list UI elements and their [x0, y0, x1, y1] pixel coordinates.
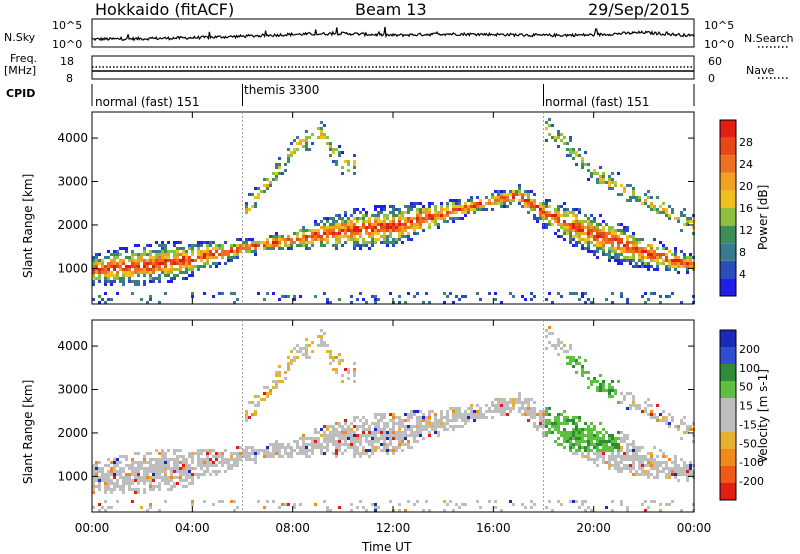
velocity-cbar-tick-label: 200: [739, 343, 760, 356]
power-cbar-swatch: [720, 260, 736, 279]
velocity-ytick-label: 4000: [57, 339, 88, 353]
noise-right-tick-top: 10^5: [704, 19, 735, 32]
xtick-label: 16:00: [476, 521, 511, 535]
power-cbar-swatch: [720, 243, 736, 261]
power-cbar-swatch: [720, 120, 736, 138]
noise-panel: [91, 18, 790, 48]
power-cbar-swatch: [720, 190, 736, 208]
velocity-ytick-label: 1000: [57, 469, 88, 483]
power-cbar-tick-label: 16: [739, 202, 753, 215]
power-ytick-label: 1000: [57, 261, 88, 275]
cpid-panel: [91, 84, 695, 106]
power-panel: [91, 111, 695, 305]
xtick-label: 20:00: [576, 521, 611, 535]
noise-sky-label: N.Sky: [4, 31, 36, 44]
velocity-cbar-swatch: [720, 432, 736, 449]
power-cbar-tick-label: 4: [739, 268, 746, 281]
velocity-cbar-swatch: [720, 381, 736, 398]
velocity-cbar-tick-label: 100: [739, 362, 760, 375]
velocity-cbar-tick-label: -100: [739, 456, 764, 469]
xtick-label: 04:00: [175, 521, 210, 535]
cpid-segment-2: themis 3300: [244, 83, 320, 97]
velocity-cbar-tick-label: 50: [739, 381, 753, 394]
cpid-label: CPID: [6, 87, 36, 100]
date-title: 29/Sep/2015: [588, 0, 691, 19]
power-cbar-tick-label: 28: [739, 136, 753, 149]
colorbars: 4 8 12 16 20 24 28 200 100 50 15 -15 -50 -100 -200: [719, 119, 764, 501]
xtick-label: 00:00: [75, 521, 110, 535]
beam-title: Beam 13: [355, 0, 427, 19]
velocity-ytick-label: 3000: [57, 383, 88, 397]
xaxis-title: Time UT: [362, 540, 412, 554]
velocity-cbar-swatch: [720, 330, 736, 347]
freq-label-line2: [MHz]: [4, 64, 37, 77]
cpid-segment-1: normal (fast) 151: [95, 95, 200, 109]
power-cbar-swatch: [720, 137, 736, 156]
power-ytick-label: 2000: [57, 218, 88, 232]
velocity-ytick-label: 2000: [57, 426, 88, 440]
velocity-cbar-swatch: [720, 483, 736, 500]
xtick-label: 12:00: [376, 521, 411, 535]
power-cbar-swatch: [720, 278, 736, 296]
station-title: Hokkaido (fitACF): [95, 0, 235, 19]
velocity-cbar-swatch: [720, 364, 736, 381]
velocity-cbar-tick-label: -200: [739, 475, 764, 488]
xtick-label: 08:00: [275, 521, 310, 535]
velocity-cbar-tick-label: -15: [739, 418, 757, 431]
cpid-segment-3: normal (fast) 151: [545, 95, 650, 109]
noise-right-tick-bottom: 10^0: [704, 38, 735, 51]
velocity-cbar-swatch: [720, 466, 736, 483]
noise-search-label: N.Search: [744, 32, 794, 45]
velocity-cbar-swatch: [720, 449, 736, 466]
noise-left-tick-top: 10^5: [52, 19, 83, 32]
nave-tick-bottom: 0: [708, 72, 715, 85]
nave-label: Nave: [746, 64, 775, 77]
power-ylabel: Slant Range [km]: [21, 173, 35, 278]
axes: 1000 2000 3000 4000 1000 2000 3000 4000 00:00 04:…: [57, 112, 711, 535]
velocity-panel: [91, 319, 695, 513]
xtick-label: 00:00: [677, 521, 712, 535]
velocity-cbar-swatch: [720, 398, 736, 415]
nave-tick-top: 60: [708, 55, 722, 68]
power-ytick-label: 4000: [57, 131, 88, 145]
noise-left-tick-bottom: 10^0: [52, 38, 83, 51]
freq-label-line1: Freq.: [10, 52, 38, 65]
power-cbar-swatch: [720, 225, 736, 244]
velocity-cbar-frame: [719, 329, 737, 501]
power-cbar-swatch: [720, 208, 736, 226]
velocity-cbar-label: Velocity [m s-1]: [756, 369, 770, 463]
velocity-cbar-tick-label: -50: [739, 437, 757, 450]
power-cbar-swatch: [720, 155, 736, 173]
freq-tick-top: 18: [60, 55, 74, 68]
power-cbar-tick-label: 8: [739, 246, 746, 259]
power-cbar-tick-label: 20: [739, 180, 753, 193]
velocity-cbar-tick-label: 15: [739, 400, 753, 413]
noise-sky-line: [92, 26, 695, 42]
power-cbar-swatch: [720, 172, 736, 191]
power-cbar-tick-label: 12: [739, 224, 753, 237]
velocity-cbar-swatch: [720, 415, 736, 432]
velocity-cbar-swatch: [720, 347, 736, 364]
power-ytick-label: 3000: [57, 175, 88, 189]
power-cbar-frame: [719, 119, 737, 297]
power-cbar-tick-label: 24: [739, 158, 753, 171]
power-cbar-label: Power [dB]: [756, 184, 770, 250]
freq-tick-bottom: 8: [66, 72, 73, 85]
velocity-ylabel: Slant Range [km]: [21, 379, 35, 484]
frequency-panel: [91, 55, 790, 80]
noise-frame: [91, 18, 695, 48]
